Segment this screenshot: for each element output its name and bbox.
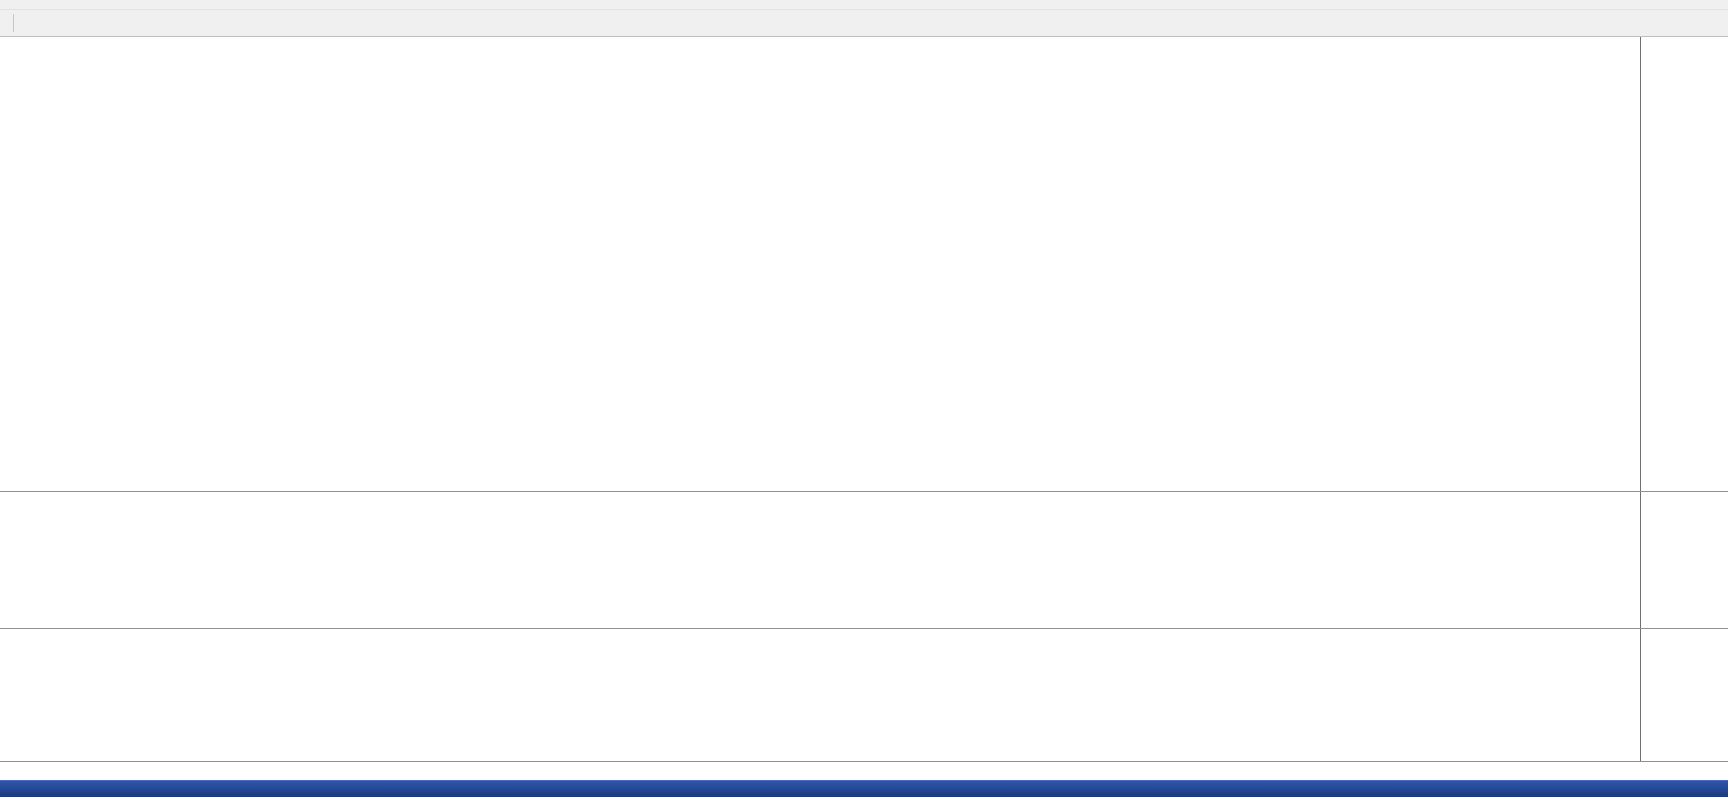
rsi-panel	[0, 629, 1728, 762]
price-chart-plot[interactable]	[0, 37, 1640, 491]
macd-panel	[0, 492, 1728, 629]
rsi-axis[interactable]	[1640, 629, 1728, 761]
symbol-ohlc-label	[5, 41, 16, 55]
toolbar-separator	[13, 14, 14, 32]
price-chart-panel	[0, 37, 1728, 492]
time-axis[interactable]	[0, 762, 1728, 780]
macd-label	[4, 494, 15, 508]
macd-axis[interactable]	[1640, 492, 1728, 628]
chart-stack	[0, 37, 1728, 780]
price-axis[interactable]	[1640, 37, 1728, 491]
macd-plot[interactable]	[0, 492, 1640, 628]
windows-taskbar[interactable]	[0, 780, 1728, 797]
standard-toolbar-clipped	[0, 0, 1728, 10]
rsi-label	[4, 631, 10, 645]
rsi-plot[interactable]	[0, 629, 1640, 761]
toolbar	[0, 10, 1728, 37]
